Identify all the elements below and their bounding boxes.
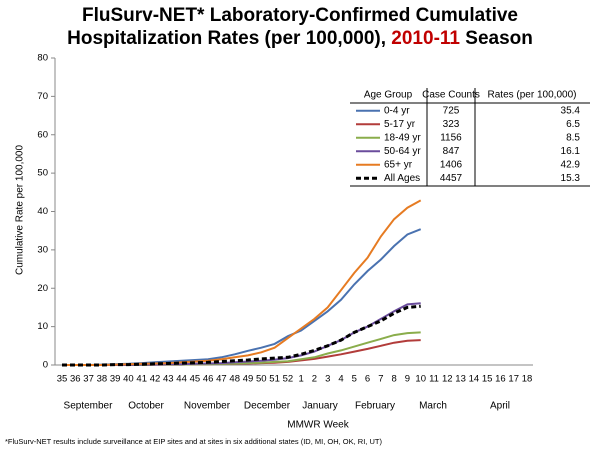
x-tick-label: 4 bbox=[338, 374, 343, 385]
x-tick-label: 1 bbox=[298, 374, 303, 385]
x-tick-label: 16 bbox=[495, 374, 506, 385]
x-tick-label: 43 bbox=[163, 374, 174, 385]
y-tick-label: 60 bbox=[37, 129, 48, 140]
legend-rate: 35.4 bbox=[561, 105, 581, 116]
title-end: Season bbox=[465, 28, 533, 49]
x-tick-label: 3 bbox=[325, 374, 330, 385]
x-tick-label: 8 bbox=[391, 374, 396, 385]
series-line bbox=[62, 228, 422, 366]
y-tick-label: 80 bbox=[37, 53, 48, 64]
x-tick-label: 12 bbox=[442, 374, 453, 385]
legend-rate: 15.3 bbox=[561, 173, 581, 184]
legend-label: All Ages bbox=[384, 173, 420, 184]
y-tick-label: 10 bbox=[37, 321, 48, 332]
x-tick-label: 39 bbox=[110, 374, 121, 385]
x-tick-label: 9 bbox=[405, 374, 410, 385]
legend-header: Age Group bbox=[364, 90, 413, 101]
x-tick-label: 46 bbox=[203, 374, 214, 385]
month-label: December bbox=[244, 401, 291, 412]
x-tick-label: 50 bbox=[256, 374, 267, 385]
legend-rate: 42.9 bbox=[561, 159, 581, 170]
month-label: April bbox=[490, 401, 510, 412]
x-tick-label: 49 bbox=[243, 374, 254, 385]
x-tick-label: 13 bbox=[455, 374, 466, 385]
y-axis-label: Cumulative Rate per 100,000 bbox=[15, 145, 26, 276]
x-tick-label: 35 bbox=[57, 374, 68, 385]
legend-label: 65+ yr bbox=[384, 159, 413, 170]
x-tick-label: 37 bbox=[83, 374, 94, 385]
legend-count: 4457 bbox=[440, 173, 463, 184]
legend-label: 18-49 yr bbox=[384, 132, 421, 143]
legend-header: Rates (per 100,000) bbox=[488, 90, 577, 101]
x-tick-label: 17 bbox=[508, 374, 519, 385]
x-axis-label: MMWR Week bbox=[287, 420, 349, 431]
legend-count: 847 bbox=[443, 146, 460, 157]
y-tick-label: 0 bbox=[43, 360, 48, 371]
x-tick-label: 42 bbox=[150, 374, 161, 385]
x-tick-label: 36 bbox=[70, 374, 81, 385]
x-tick-label: 41 bbox=[136, 374, 147, 385]
legend-rate: 8.5 bbox=[566, 132, 580, 143]
y-tick-label: 70 bbox=[37, 91, 48, 102]
x-tick-label: 52 bbox=[283, 374, 294, 385]
legend-table: Age Group Case Counts Rates (per 100,000) 0… bbox=[350, 88, 590, 187]
x-tick-label: 15 bbox=[482, 374, 493, 385]
series-line bbox=[62, 304, 421, 367]
x-tick-label: 44 bbox=[176, 374, 187, 385]
month-label: January bbox=[302, 401, 338, 412]
month-label: September bbox=[64, 401, 114, 412]
y-tick-label: 40 bbox=[37, 206, 48, 217]
x-tick-label: 51 bbox=[269, 374, 280, 385]
month-label: March bbox=[419, 401, 447, 412]
x-tick-label: 7 bbox=[378, 374, 383, 385]
title-season: 2010-11 bbox=[391, 28, 460, 49]
series-line bbox=[62, 199, 422, 366]
footnote: *FluSurv-NET results include surveillanc… bbox=[5, 437, 382, 446]
legend-count: 323 bbox=[443, 119, 460, 130]
legend-count: 725 bbox=[443, 105, 460, 116]
chart-title: FluSurv-NET* Laboratory-Confirmed Cumula… bbox=[82, 5, 518, 26]
chart-title-line2: Hospitalization Rates (per 100,000), 201… bbox=[67, 28, 533, 49]
x-tick-label: 18 bbox=[522, 374, 533, 385]
x-tick-label: 2 bbox=[312, 374, 317, 385]
legend-rate: 16.1 bbox=[561, 146, 581, 157]
x-tick-label: 45 bbox=[190, 374, 201, 385]
x-tick-label: 40 bbox=[123, 374, 134, 385]
y-tick-label: 50 bbox=[37, 168, 48, 179]
legend-label: 5-17 yr bbox=[384, 119, 416, 130]
x-tick-label: 5 bbox=[352, 374, 357, 385]
x-tick-label: 11 bbox=[429, 374, 439, 385]
legend-count: 1156 bbox=[440, 132, 462, 143]
x-tick-label: 48 bbox=[229, 374, 240, 385]
legend-count: 1406 bbox=[440, 159, 463, 170]
legend-header: Case Counts bbox=[422, 90, 480, 101]
x-tick-label: 38 bbox=[97, 374, 108, 385]
legend-label: 0-4 yr bbox=[384, 105, 410, 116]
month-label: November bbox=[184, 401, 231, 412]
legend-label: 50-64 yr bbox=[384, 146, 421, 157]
legend-rate: 6.5 bbox=[566, 119, 580, 130]
y-tick-label: 20 bbox=[37, 283, 48, 294]
y-tick-label: 30 bbox=[37, 244, 48, 255]
x-tick-label: 14 bbox=[469, 374, 480, 385]
x-tick-label: 47 bbox=[216, 374, 227, 385]
title-text: Hospitalization Rates (per 100,000), bbox=[67, 28, 386, 49]
x-tick-label: 6 bbox=[365, 374, 370, 385]
month-label: October bbox=[128, 401, 164, 412]
month-label: February bbox=[355, 401, 395, 412]
x-tick-label: 10 bbox=[415, 374, 426, 385]
